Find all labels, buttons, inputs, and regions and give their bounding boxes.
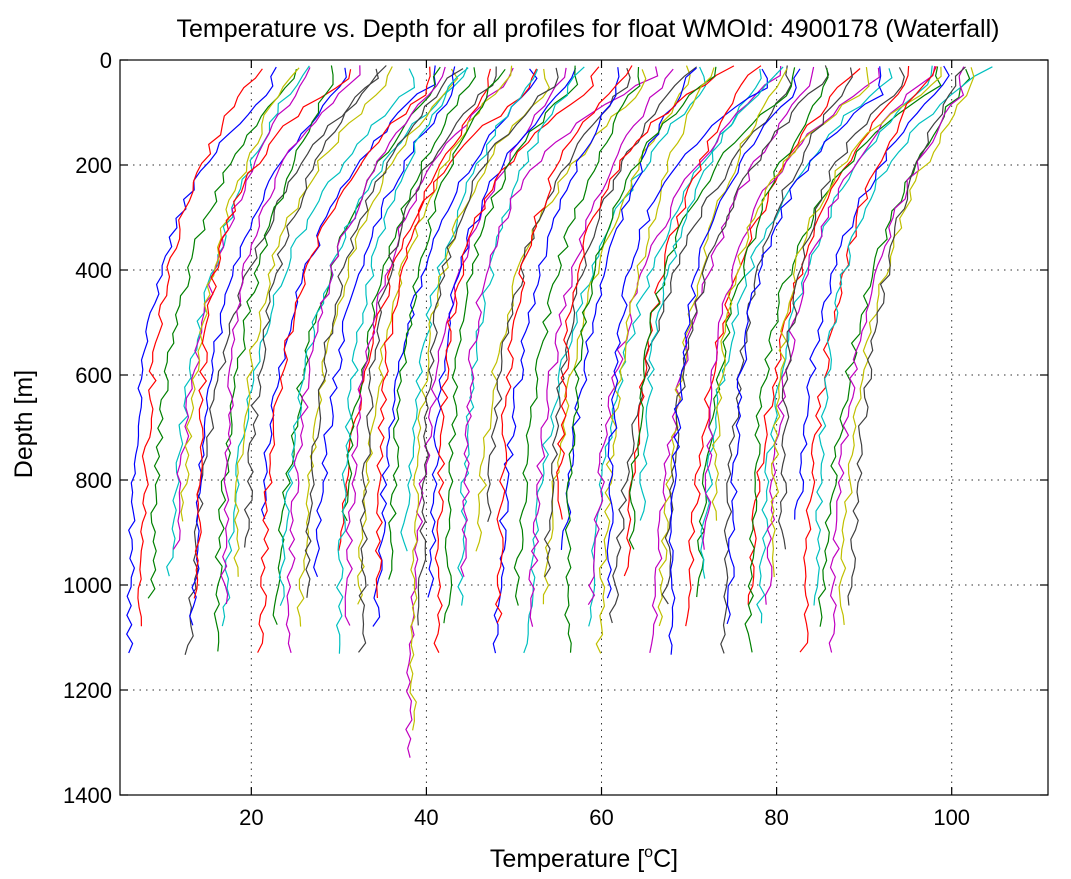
profile-line	[285, 66, 446, 653]
chart-title: Temperature vs. Depth for all profiles f…	[176, 15, 999, 43]
x-axis-label-suffix: C]	[653, 845, 678, 873]
profile-line	[443, 65, 579, 624]
profile-line	[608, 65, 792, 624]
profile-line	[233, 66, 393, 577]
profile-line	[372, 68, 538, 627]
profile-line	[374, 68, 538, 599]
profile-line	[147, 68, 297, 599]
profile-line	[193, 69, 352, 599]
profile-line	[278, 66, 468, 606]
profile-line	[400, 69, 539, 552]
plot-frame	[119, 59, 1049, 796]
profile-line	[817, 68, 971, 627]
profile-line	[221, 68, 416, 627]
profile-line	[335, 67, 469, 654]
profile-line	[744, 66, 942, 653]
profile-line	[184, 68, 379, 655]
profile-line	[720, 67, 853, 654]
profile-line	[457, 66, 585, 606]
profile-line	[272, 66, 441, 625]
profile-line	[828, 66, 965, 653]
profile-line	[341, 67, 477, 522]
profile-line	[838, 67, 975, 625]
profile-line	[492, 67, 620, 654]
profile-line	[433, 66, 600, 653]
profile-line	[813, 66, 993, 606]
profile-line	[595, 67, 715, 654]
profile-line	[696, 67, 829, 598]
profile-line	[794, 65, 950, 520]
profile-line	[189, 67, 347, 626]
profile-line	[166, 65, 310, 577]
profile-line	[358, 66, 497, 653]
x-axis-label: Temperature [oC]	[490, 844, 678, 873]
profile-line	[628, 67, 796, 550]
profile-line	[560, 67, 697, 550]
profile-line	[460, 66, 659, 577]
profile-line	[668, 68, 801, 655]
y-tick-label: 1000	[63, 573, 112, 598]
profile-line	[639, 66, 784, 521]
profile-line	[556, 65, 735, 520]
profile-line	[606, 68, 768, 599]
y-tick-label: 0	[100, 48, 112, 73]
profile-line	[770, 66, 942, 578]
profile-line	[357, 65, 513, 605]
profile-line	[657, 68, 788, 627]
x-tick-label: 60	[589, 805, 613, 830]
profile-line	[313, 66, 456, 578]
profile-line	[588, 68, 762, 627]
profile-line	[417, 67, 559, 626]
profile-line	[344, 67, 514, 626]
profile-line	[747, 65, 910, 605]
profile-line	[180, 67, 300, 522]
profile-line	[427, 67, 577, 598]
profile-line	[764, 65, 936, 605]
profile-line	[711, 67, 870, 521]
y-tick-label: 400	[75, 258, 112, 283]
x-tick-label: 100	[933, 805, 970, 830]
profile-line	[172, 67, 311, 550]
profile-line	[528, 68, 674, 627]
profile-line	[388, 68, 506, 580]
x-tick-label: 40	[414, 805, 438, 830]
profile-line	[799, 65, 937, 653]
profile-line	[257, 66, 431, 653]
y-tick-label: 1400	[63, 783, 112, 808]
profile-line	[137, 68, 263, 627]
profile-line	[409, 68, 550, 731]
profile-line	[405, 67, 567, 758]
profile-line	[486, 68, 631, 522]
profile-line	[296, 68, 459, 627]
profile-line	[847, 66, 966, 606]
grid-layer	[120, 60, 1048, 795]
profile-line	[243, 65, 387, 548]
y-axis-label: Depth [m]	[10, 370, 38, 478]
y-tick-label: 800	[75, 468, 112, 493]
profiles-layer	[126, 65, 993, 758]
profile-line	[726, 66, 884, 625]
profile-line	[220, 65, 361, 605]
profile-line	[564, 66, 717, 653]
profile-line	[513, 66, 641, 606]
profile-line	[475, 69, 647, 552]
profile-line	[260, 65, 437, 520]
y-tick-label: 200	[75, 153, 112, 178]
y-tick-label: 600	[75, 363, 112, 388]
profile-line	[495, 65, 633, 624]
profile-line	[543, 66, 698, 578]
x-axis-label-degree: o	[644, 844, 653, 861]
profile-line	[213, 65, 334, 652]
x-tick-label: 80	[764, 805, 788, 830]
y-tick-label: 1200	[63, 678, 112, 703]
profile-line	[777, 67, 905, 550]
profile-line	[126, 66, 277, 654]
profile-line	[649, 66, 815, 654]
x-axis-label-prefix: Temperature [	[490, 845, 644, 873]
profile-line	[304, 68, 464, 598]
x-tick-label: 20	[239, 805, 263, 830]
profile-line	[523, 66, 707, 654]
